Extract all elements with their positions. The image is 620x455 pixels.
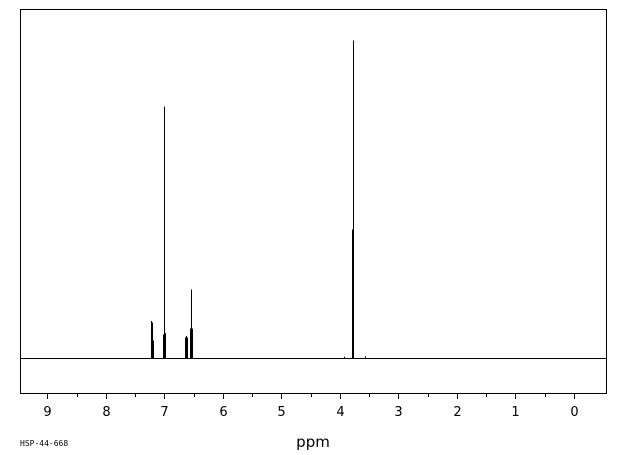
x-tick-label: 2: [453, 405, 461, 420]
x-tick-label: 6: [219, 405, 227, 420]
x-axis-title: ppm: [296, 433, 330, 451]
x-tick-label: 1: [511, 405, 519, 420]
x-tick-label: 3: [394, 405, 402, 420]
x-tick-label: 8: [102, 405, 110, 420]
x-tick-label: 7: [160, 405, 168, 420]
x-tick-label: 5: [277, 405, 285, 420]
x-tick-label: 9: [43, 405, 51, 420]
x-axis-ticks: 9 8 7 6 5 4 3 2 1 0: [43, 393, 579, 420]
plot-frame: [20, 9, 607, 394]
x-tick-label: 4: [336, 405, 344, 420]
peaks-group: [151, 40, 366, 359]
x-tick-label: 0: [570, 405, 578, 420]
spectrum-code-label: HSP-44-668: [20, 439, 68, 448]
